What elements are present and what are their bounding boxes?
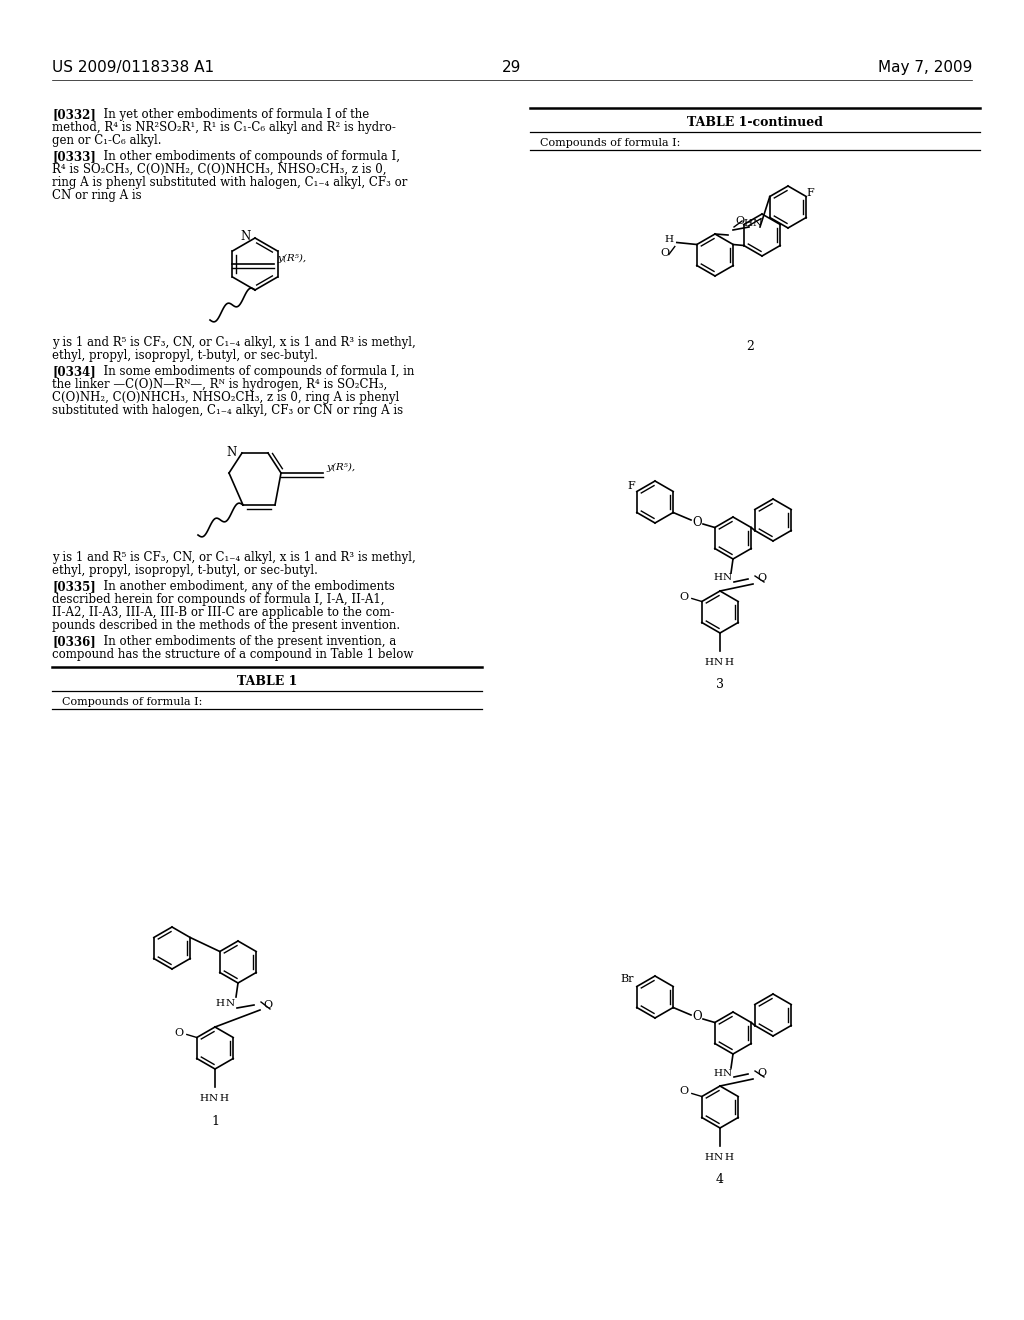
Text: In yet other embodiments of formula I of the: In yet other embodiments of formula I of…	[96, 108, 370, 121]
Text: ring A is phenyl substituted with halogen, C₁₋₄ alkyl, CF₃ or: ring A is phenyl substituted with haloge…	[52, 176, 408, 189]
Text: H: H	[219, 1094, 228, 1104]
Text: N: N	[723, 573, 731, 582]
Text: N: N	[225, 998, 234, 1007]
Text: O: O	[692, 1011, 701, 1023]
Text: substituted with halogen, C₁₋₄ alkyl, CF₃ or CN or ring A is: substituted with halogen, C₁₋₄ alkyl, CF…	[52, 404, 403, 417]
Text: F: F	[627, 480, 635, 491]
Text: O: O	[679, 591, 688, 602]
Text: compound has the structure of a compound in Table 1 below: compound has the structure of a compound…	[52, 648, 414, 661]
Text: y is 1 and R⁵ is CF₃, CN, or C₁₋₄ alkyl, x is 1 and R³ is methyl,: y is 1 and R⁵ is CF₃, CN, or C₁₋₄ alkyl,…	[52, 337, 416, 348]
Text: Br: Br	[621, 974, 634, 983]
Text: May 7, 2009: May 7, 2009	[878, 59, 972, 75]
Text: H: H	[705, 657, 714, 667]
Text: H: H	[200, 1094, 209, 1104]
Text: TABLE 1-continued: TABLE 1-continued	[687, 116, 823, 129]
Text: O: O	[263, 1001, 272, 1010]
Text: N: N	[241, 230, 251, 243]
Text: N: N	[714, 1152, 723, 1162]
Text: O: O	[660, 248, 670, 257]
Text: the linker —C(O)N—Rᴺ—, Rᴺ is hydrogen, R⁴ is SO₂CH₃,: the linker —C(O)N—Rᴺ—, Rᴺ is hydrogen, R…	[52, 378, 387, 391]
Text: H: H	[725, 1152, 733, 1162]
Text: O: O	[174, 1028, 183, 1039]
Text: gen or C₁-C₆ alkyl.: gen or C₁-C₆ alkyl.	[52, 135, 162, 147]
Text: In other embodiments of the present invention, a: In other embodiments of the present inve…	[96, 635, 396, 648]
Text: O: O	[735, 216, 744, 226]
Text: y(R⁵),: y(R⁵),	[326, 463, 355, 473]
Text: H: H	[743, 219, 753, 227]
Text: [0332]: [0332]	[52, 108, 96, 121]
Text: ethyl, propyl, isopropyl, t-butyl, or sec-butyl.: ethyl, propyl, isopropyl, t-butyl, or se…	[52, 564, 317, 577]
Text: H: H	[714, 573, 723, 582]
Text: US 2009/0118338 A1: US 2009/0118338 A1	[52, 59, 214, 75]
Text: [0336]: [0336]	[52, 635, 96, 648]
Text: N: N	[723, 1068, 731, 1077]
Text: [0333]: [0333]	[52, 150, 96, 162]
Text: H: H	[705, 1152, 714, 1162]
Text: TABLE 1: TABLE 1	[237, 675, 297, 688]
Text: 1: 1	[211, 1115, 219, 1129]
Text: N: N	[209, 1094, 217, 1104]
Text: R⁴ is SO₂CH₃, C(O)NH₂, C(O)NHCH₃, NHSO₂CH₃, z is 0,: R⁴ is SO₂CH₃, C(O)NH₂, C(O)NHCH₃, NHSO₂C…	[52, 162, 386, 176]
Text: H: H	[725, 657, 733, 667]
Text: method, R⁴ is NR²SO₂R¹, R¹ is C₁-C₆ alkyl and R² is hydro-: method, R⁴ is NR²SO₂R¹, R¹ is C₁-C₆ alky…	[52, 121, 396, 135]
Text: H: H	[215, 998, 224, 1007]
Text: O: O	[758, 1068, 767, 1078]
Text: In other embodiments of compounds of formula I,: In other embodiments of compounds of for…	[96, 150, 400, 162]
Text: In some embodiments of compounds of formula I, in: In some embodiments of compounds of form…	[96, 366, 415, 378]
Text: y(R⁵),: y(R⁵),	[278, 253, 306, 263]
Text: O: O	[758, 573, 767, 583]
Text: 3: 3	[716, 678, 724, 690]
Text: F: F	[806, 187, 814, 198]
Text: C(O)NH₂, C(O)NHCH₃, NHSO₂CH₃, z is 0, ring A is phenyl: C(O)NH₂, C(O)NHCH₃, NHSO₂CH₃, z is 0, ri…	[52, 391, 399, 404]
Text: II-A2, II-A3, III-A, III-B or III-C are applicable to the com-: II-A2, II-A3, III-A, III-B or III-C are …	[52, 606, 394, 619]
Text: H: H	[665, 235, 674, 244]
Text: [0335]: [0335]	[52, 579, 96, 593]
Text: [0334]: [0334]	[52, 366, 96, 378]
Text: N: N	[714, 657, 723, 667]
Text: Compounds of formula I:: Compounds of formula I:	[62, 697, 203, 708]
Text: N: N	[753, 219, 762, 227]
Text: Compounds of formula I:: Compounds of formula I:	[540, 139, 680, 148]
Text: H: H	[714, 1068, 723, 1077]
Text: CN or ring A is: CN or ring A is	[52, 189, 141, 202]
Text: pounds described in the methods of the present invention.: pounds described in the methods of the p…	[52, 619, 400, 632]
Text: y is 1 and R⁵ is CF₃, CN, or C₁₋₄ alkyl, x is 1 and R³ is methyl,: y is 1 and R⁵ is CF₃, CN, or C₁₋₄ alkyl,…	[52, 550, 416, 564]
Text: 4: 4	[716, 1173, 724, 1185]
Text: described herein for compounds of formula I, I-A, II-A1,: described herein for compounds of formul…	[52, 593, 384, 606]
Text: N: N	[227, 446, 238, 458]
Text: 2: 2	[746, 341, 754, 352]
Text: O: O	[692, 516, 701, 528]
Text: O: O	[679, 1086, 688, 1097]
Text: In another embodiment, any of the embodiments: In another embodiment, any of the embodi…	[96, 579, 394, 593]
Text: 29: 29	[503, 59, 521, 75]
Text: ethyl, propyl, isopropyl, t-butyl, or sec-butyl.: ethyl, propyl, isopropyl, t-butyl, or se…	[52, 348, 317, 362]
